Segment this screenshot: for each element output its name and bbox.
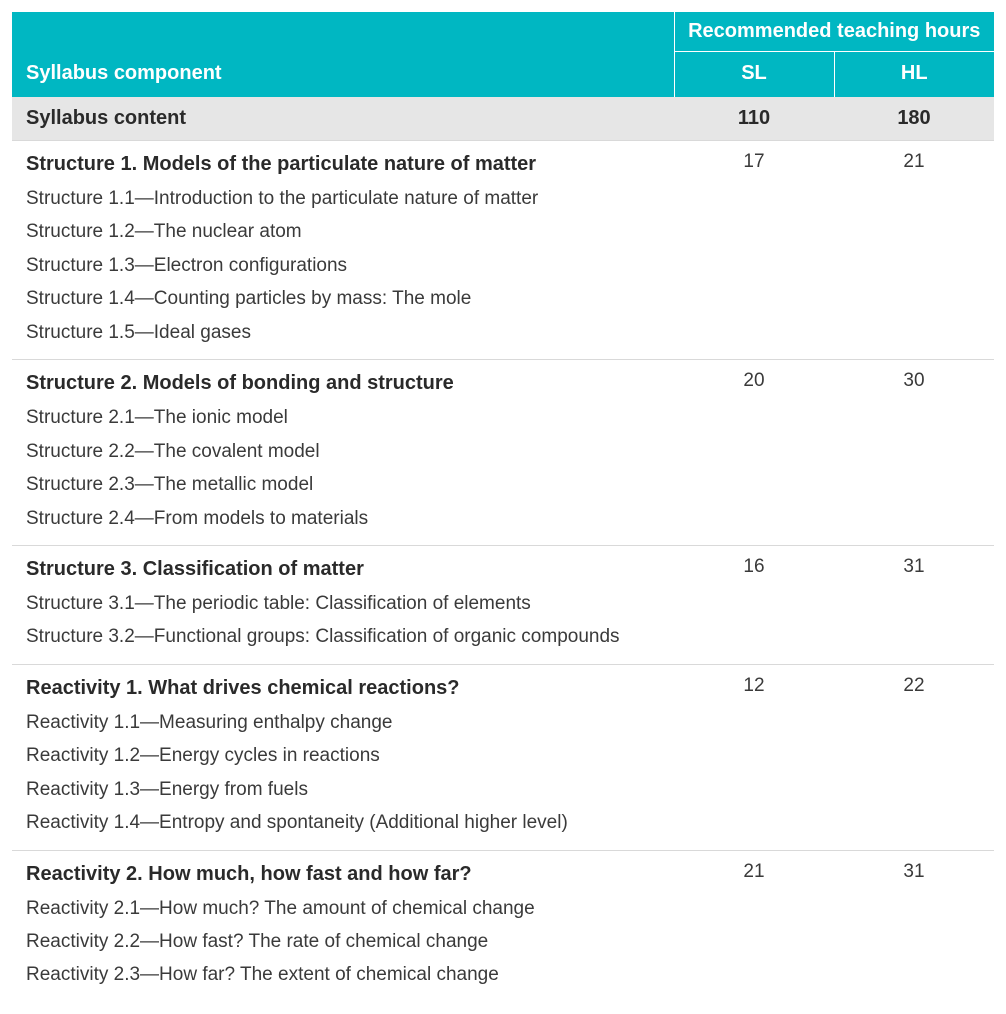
section-subitem: Reactivity 2.1—How much? The amount of c… bbox=[26, 894, 660, 923]
section-subitem: Structure 1.2—The nuclear atom bbox=[26, 217, 660, 246]
section-subitem: Structure 1.4—Counting particles by mass… bbox=[26, 284, 660, 313]
header-sl-label: SL bbox=[674, 52, 834, 98]
section-sl-hours: 20 bbox=[674, 360, 834, 546]
header-corner bbox=[12, 12, 674, 52]
section-subitem: Reactivity 1.2—Energy cycles in reaction… bbox=[26, 741, 660, 770]
section-cell: Reactivity 1. What drives chemical react… bbox=[12, 664, 674, 850]
section-subitem: Reactivity 2.2—How fast? The rate of che… bbox=[26, 927, 660, 956]
section-subitem: Structure 2.2—The covalent model bbox=[26, 437, 660, 466]
section-subitem: Structure 1.5—Ideal gases bbox=[26, 318, 660, 347]
section-title: Structure 2. Models of bonding and struc… bbox=[26, 370, 660, 397]
header-group-label: Recommended teaching hours bbox=[674, 12, 994, 52]
section-subitem: Reactivity 1.1—Measuring enthalpy change bbox=[26, 708, 660, 737]
section-subitem: Structure 3.1—The periodic table: Classi… bbox=[26, 589, 660, 618]
section-subitem: Structure 3.2—Functional groups: Classif… bbox=[26, 622, 660, 651]
section-sl-hours: 12 bbox=[674, 664, 834, 850]
section-row: Reactivity 2. How much, how fast and how… bbox=[12, 850, 994, 1002]
summary-sl-hours: 110 bbox=[674, 97, 834, 141]
section-subitem: Structure 2.1—The ionic model bbox=[26, 403, 660, 432]
section-hl-hours: 30 bbox=[834, 360, 994, 546]
section-sl-hours: 21 bbox=[674, 850, 834, 1002]
section-cell: Structure 3. Classification of matter Str… bbox=[12, 545, 674, 664]
summary-row: Syllabus content 110 180 bbox=[12, 97, 994, 141]
section-hl-hours: 22 bbox=[834, 664, 994, 850]
section-row: Structure 2. Models of bonding and struc… bbox=[12, 360, 994, 546]
section-cell: Structure 2. Models of bonding and struc… bbox=[12, 360, 674, 546]
section-subitem: Structure 2.4—From models to materials bbox=[26, 504, 660, 533]
section-title: Structure 1. Models of the particulate n… bbox=[26, 151, 660, 178]
header-hl-label: HL bbox=[834, 52, 994, 98]
table-header: Recommended teaching hours Syllabus comp… bbox=[12, 12, 994, 97]
section-hl-hours: 31 bbox=[834, 545, 994, 664]
summary-label: Syllabus content bbox=[12, 97, 674, 141]
section-subitem: Structure 1.1—Introduction to the partic… bbox=[26, 184, 660, 213]
section-hl-hours: 21 bbox=[834, 141, 994, 360]
section-title: Reactivity 2. How much, how fast and how… bbox=[26, 861, 660, 888]
section-row: Reactivity 1. What drives chemical react… bbox=[12, 664, 994, 850]
section-subitem: Reactivity 1.4—Entropy and spontaneity (… bbox=[26, 808, 660, 837]
section-subitem: Reactivity 2.3—How far? The extent of ch… bbox=[26, 960, 660, 989]
header-component-label: Syllabus component bbox=[12, 52, 674, 98]
section-title: Reactivity 1. What drives chemical react… bbox=[26, 675, 660, 702]
section-cell: Reactivity 2. How much, how fast and how… bbox=[12, 850, 674, 1002]
syllabus-table: Recommended teaching hours Syllabus comp… bbox=[12, 12, 994, 1002]
section-title: Structure 3. Classification of matter bbox=[26, 556, 660, 583]
section-cell: Structure 1. Models of the particulate n… bbox=[12, 141, 674, 360]
section-sl-hours: 17 bbox=[674, 141, 834, 360]
section-subitem: Reactivity 1.3—Energy from fuels bbox=[26, 775, 660, 804]
table-body: Syllabus content 110 180 Structure 1. Mo… bbox=[12, 97, 994, 1002]
section-row: Structure 3. Classification of matter Str… bbox=[12, 545, 994, 664]
section-hl-hours: 31 bbox=[834, 850, 994, 1002]
section-subitem: Structure 2.3—The metallic model bbox=[26, 470, 660, 499]
summary-hl-hours: 180 bbox=[834, 97, 994, 141]
section-row: Structure 1. Models of the particulate n… bbox=[12, 141, 994, 360]
section-subitem: Structure 1.3—Electron configurations bbox=[26, 251, 660, 280]
section-sl-hours: 16 bbox=[674, 545, 834, 664]
